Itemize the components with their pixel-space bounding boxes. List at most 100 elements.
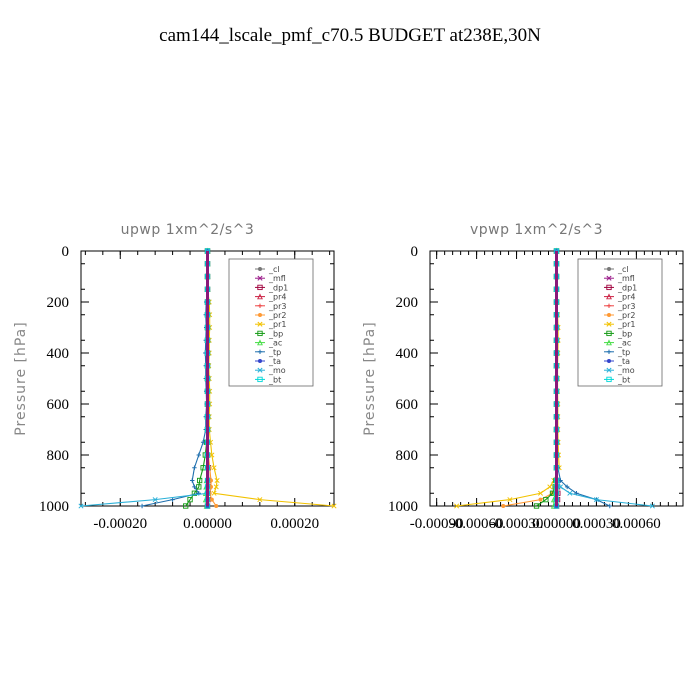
y-tick-label: 200 (47, 295, 70, 311)
figure-title: cam144_lscale_pmf_c70.5 BUDGET at238E,30… (159, 25, 541, 46)
legend-entry: _pr2 (604, 311, 635, 320)
legend-entry: _bp (604, 329, 632, 338)
data-point (192, 484, 197, 490)
y-tick-label: 400 (396, 346, 419, 362)
series-pr1 (454, 248, 562, 509)
legend-entry: _tp (604, 348, 630, 357)
legend-marker (258, 267, 262, 271)
legend-marker (606, 376, 612, 383)
legend-label: _mo (617, 366, 635, 375)
legend-label: _ac (617, 339, 631, 348)
legend-label: _ta (617, 357, 630, 366)
data-point (331, 503, 337, 509)
x-tick-label: 0.00000 (532, 516, 581, 532)
legend-label: _bp (268, 329, 283, 338)
data-point (187, 496, 193, 503)
series-pr2 (501, 249, 559, 508)
legend-label: _pr2 (617, 311, 635, 320)
legend-entry: _pr3 (604, 302, 635, 311)
legend-marker (258, 359, 262, 363)
data-point (211, 490, 217, 496)
legend-label: _mo (268, 366, 286, 375)
x-tick-label: -0.00020 (93, 516, 147, 532)
legend-marker (257, 293, 263, 300)
legend-label: _mfl (268, 274, 286, 283)
y-tick-label: 0 (62, 244, 70, 260)
legend-label: _pr2 (268, 311, 286, 320)
legend-marker (606, 321, 612, 327)
panels: upwp 1xm^2/s^3 Pressure [hPa] 0 200 400 600 80… (13, 222, 684, 532)
y-tick-label: 400 (47, 346, 70, 362)
legend-label: _cl (617, 265, 629, 274)
data-point (209, 497, 214, 502)
data-point (533, 503, 540, 509)
data-point (78, 503, 84, 509)
legend-entry: _dp1 (255, 283, 288, 292)
legend-label: _ta (268, 357, 281, 366)
data-point (501, 504, 506, 508)
legend-marker (257, 339, 263, 346)
data-point (537, 490, 544, 496)
legend-marker (606, 339, 612, 346)
legend-marker (258, 313, 262, 317)
legend-marker (606, 349, 612, 354)
legend-marker (606, 284, 612, 291)
legend-label: _bt (617, 375, 630, 384)
legend-marker (606, 330, 612, 337)
legend-entry: _mfl (604, 274, 635, 283)
x-tick-label: 0.00000 (183, 516, 232, 532)
legend-marker (607, 359, 611, 363)
legend-entry: _bt (604, 375, 630, 384)
legend-entry: _bp (255, 329, 283, 338)
series-tp (139, 248, 210, 509)
data-point (209, 452, 215, 458)
legend-entry: _tp (255, 348, 281, 357)
legend-box (577, 258, 663, 387)
legend-marker (606, 303, 612, 308)
legend-marker (257, 367, 263, 373)
series-line (141, 251, 209, 507)
series-line (80, 251, 209, 507)
data-point (454, 503, 460, 509)
data-point (543, 496, 549, 503)
data-point (564, 484, 570, 490)
legend: _cl_mfl_dp1_pr4_pr3_pr2_pr1_bp_ac_tp_ta_… (228, 258, 314, 387)
data-point (649, 503, 655, 509)
y-tick-label: 1000 (388, 499, 418, 515)
legend-marker (606, 367, 612, 373)
data-point (211, 465, 217, 471)
legend-entry: _dp1 (604, 283, 637, 292)
legend-entry: _ta (604, 357, 630, 366)
panel-title: upwp 1xm^2/s^3 (121, 222, 255, 238)
legend-label: _cl (268, 265, 280, 274)
legend-entry: _mo (255, 366, 286, 375)
legend-box (228, 258, 314, 387)
legend-label: _pr1 (268, 320, 286, 329)
data-point (547, 484, 553, 490)
legend-entry: _pr3 (255, 302, 286, 311)
legend-entry: _pr4 (255, 293, 286, 302)
y-tick-label: 600 (396, 397, 419, 413)
data-point (183, 503, 189, 509)
series-line (536, 251, 558, 507)
x-tick-label: 0.00020 (270, 516, 319, 532)
x-tick-label: 0.00030 (572, 516, 621, 532)
legend-label: _pr4 (617, 293, 635, 302)
y-axis-label: Pressure [hPa] (13, 321, 29, 435)
y-tick-label: 800 (47, 448, 70, 464)
data-point (196, 452, 201, 458)
legend-marker (607, 267, 611, 271)
legend-label: _ac (268, 339, 282, 348)
legend-label: _pr3 (617, 302, 635, 311)
y-axis-label: Pressure [hPa] (362, 321, 378, 435)
data-point (190, 478, 195, 483)
chart-panel-2: vpwp 1xm^2/s^3 Pressure [hPa] 0 200 400 600 80… (362, 222, 684, 532)
legend-marker (257, 303, 263, 308)
legend-marker (257, 330, 263, 337)
series-line (456, 251, 560, 507)
legend-entry: _pr1 (604, 320, 635, 329)
legend-entry: _ac (604, 339, 631, 348)
y-tick-label: 800 (396, 448, 419, 464)
y-tick-label: 1000 (39, 499, 69, 515)
legend-entry: _pr2 (255, 311, 286, 320)
